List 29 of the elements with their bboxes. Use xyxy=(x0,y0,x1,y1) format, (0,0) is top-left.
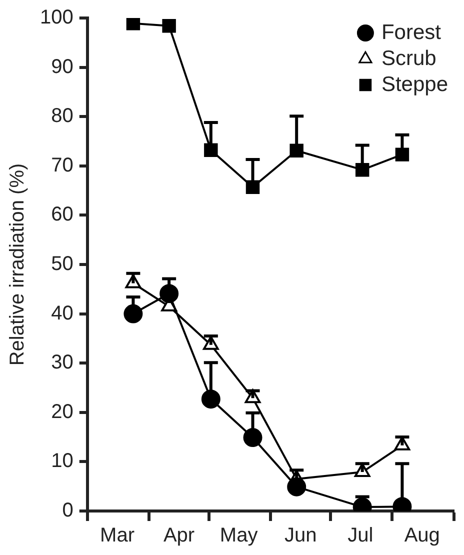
point xyxy=(162,19,176,33)
y-tick-label: 90 xyxy=(51,56,74,78)
y-tick-label: 100 xyxy=(40,6,74,29)
point xyxy=(160,284,179,304)
x-tick-label: Jun xyxy=(284,524,317,547)
point xyxy=(395,148,410,162)
x-tick-label: Apr xyxy=(163,524,195,547)
x-tick-label: Jul xyxy=(348,524,374,547)
point xyxy=(204,143,218,157)
y-tick-label: 40 xyxy=(51,302,74,324)
y-axis-title: Relative irradiation (%) xyxy=(6,163,29,366)
point xyxy=(290,144,304,158)
point xyxy=(246,180,260,194)
legend-label: Steppe xyxy=(381,72,448,96)
y-tick-label: 80 xyxy=(51,105,74,128)
y-tick-label: 10 xyxy=(51,450,74,472)
point xyxy=(126,18,140,30)
y-tick-label: 20 xyxy=(51,400,74,423)
x-tick-label: Mar xyxy=(100,524,135,547)
x-tick-label: Aug xyxy=(404,524,440,547)
y-tick-label: 30 xyxy=(51,352,74,374)
point xyxy=(124,304,143,324)
legend-label: Scrub xyxy=(381,46,436,70)
y-tick-label: 60 xyxy=(51,204,74,226)
y-tick-label: 50 xyxy=(51,253,74,276)
y-tick-label: 0 xyxy=(62,500,74,522)
x-tick-label: May xyxy=(220,524,258,547)
legend-label: Forest xyxy=(381,20,442,44)
y-tick-label: 70 xyxy=(51,154,74,176)
